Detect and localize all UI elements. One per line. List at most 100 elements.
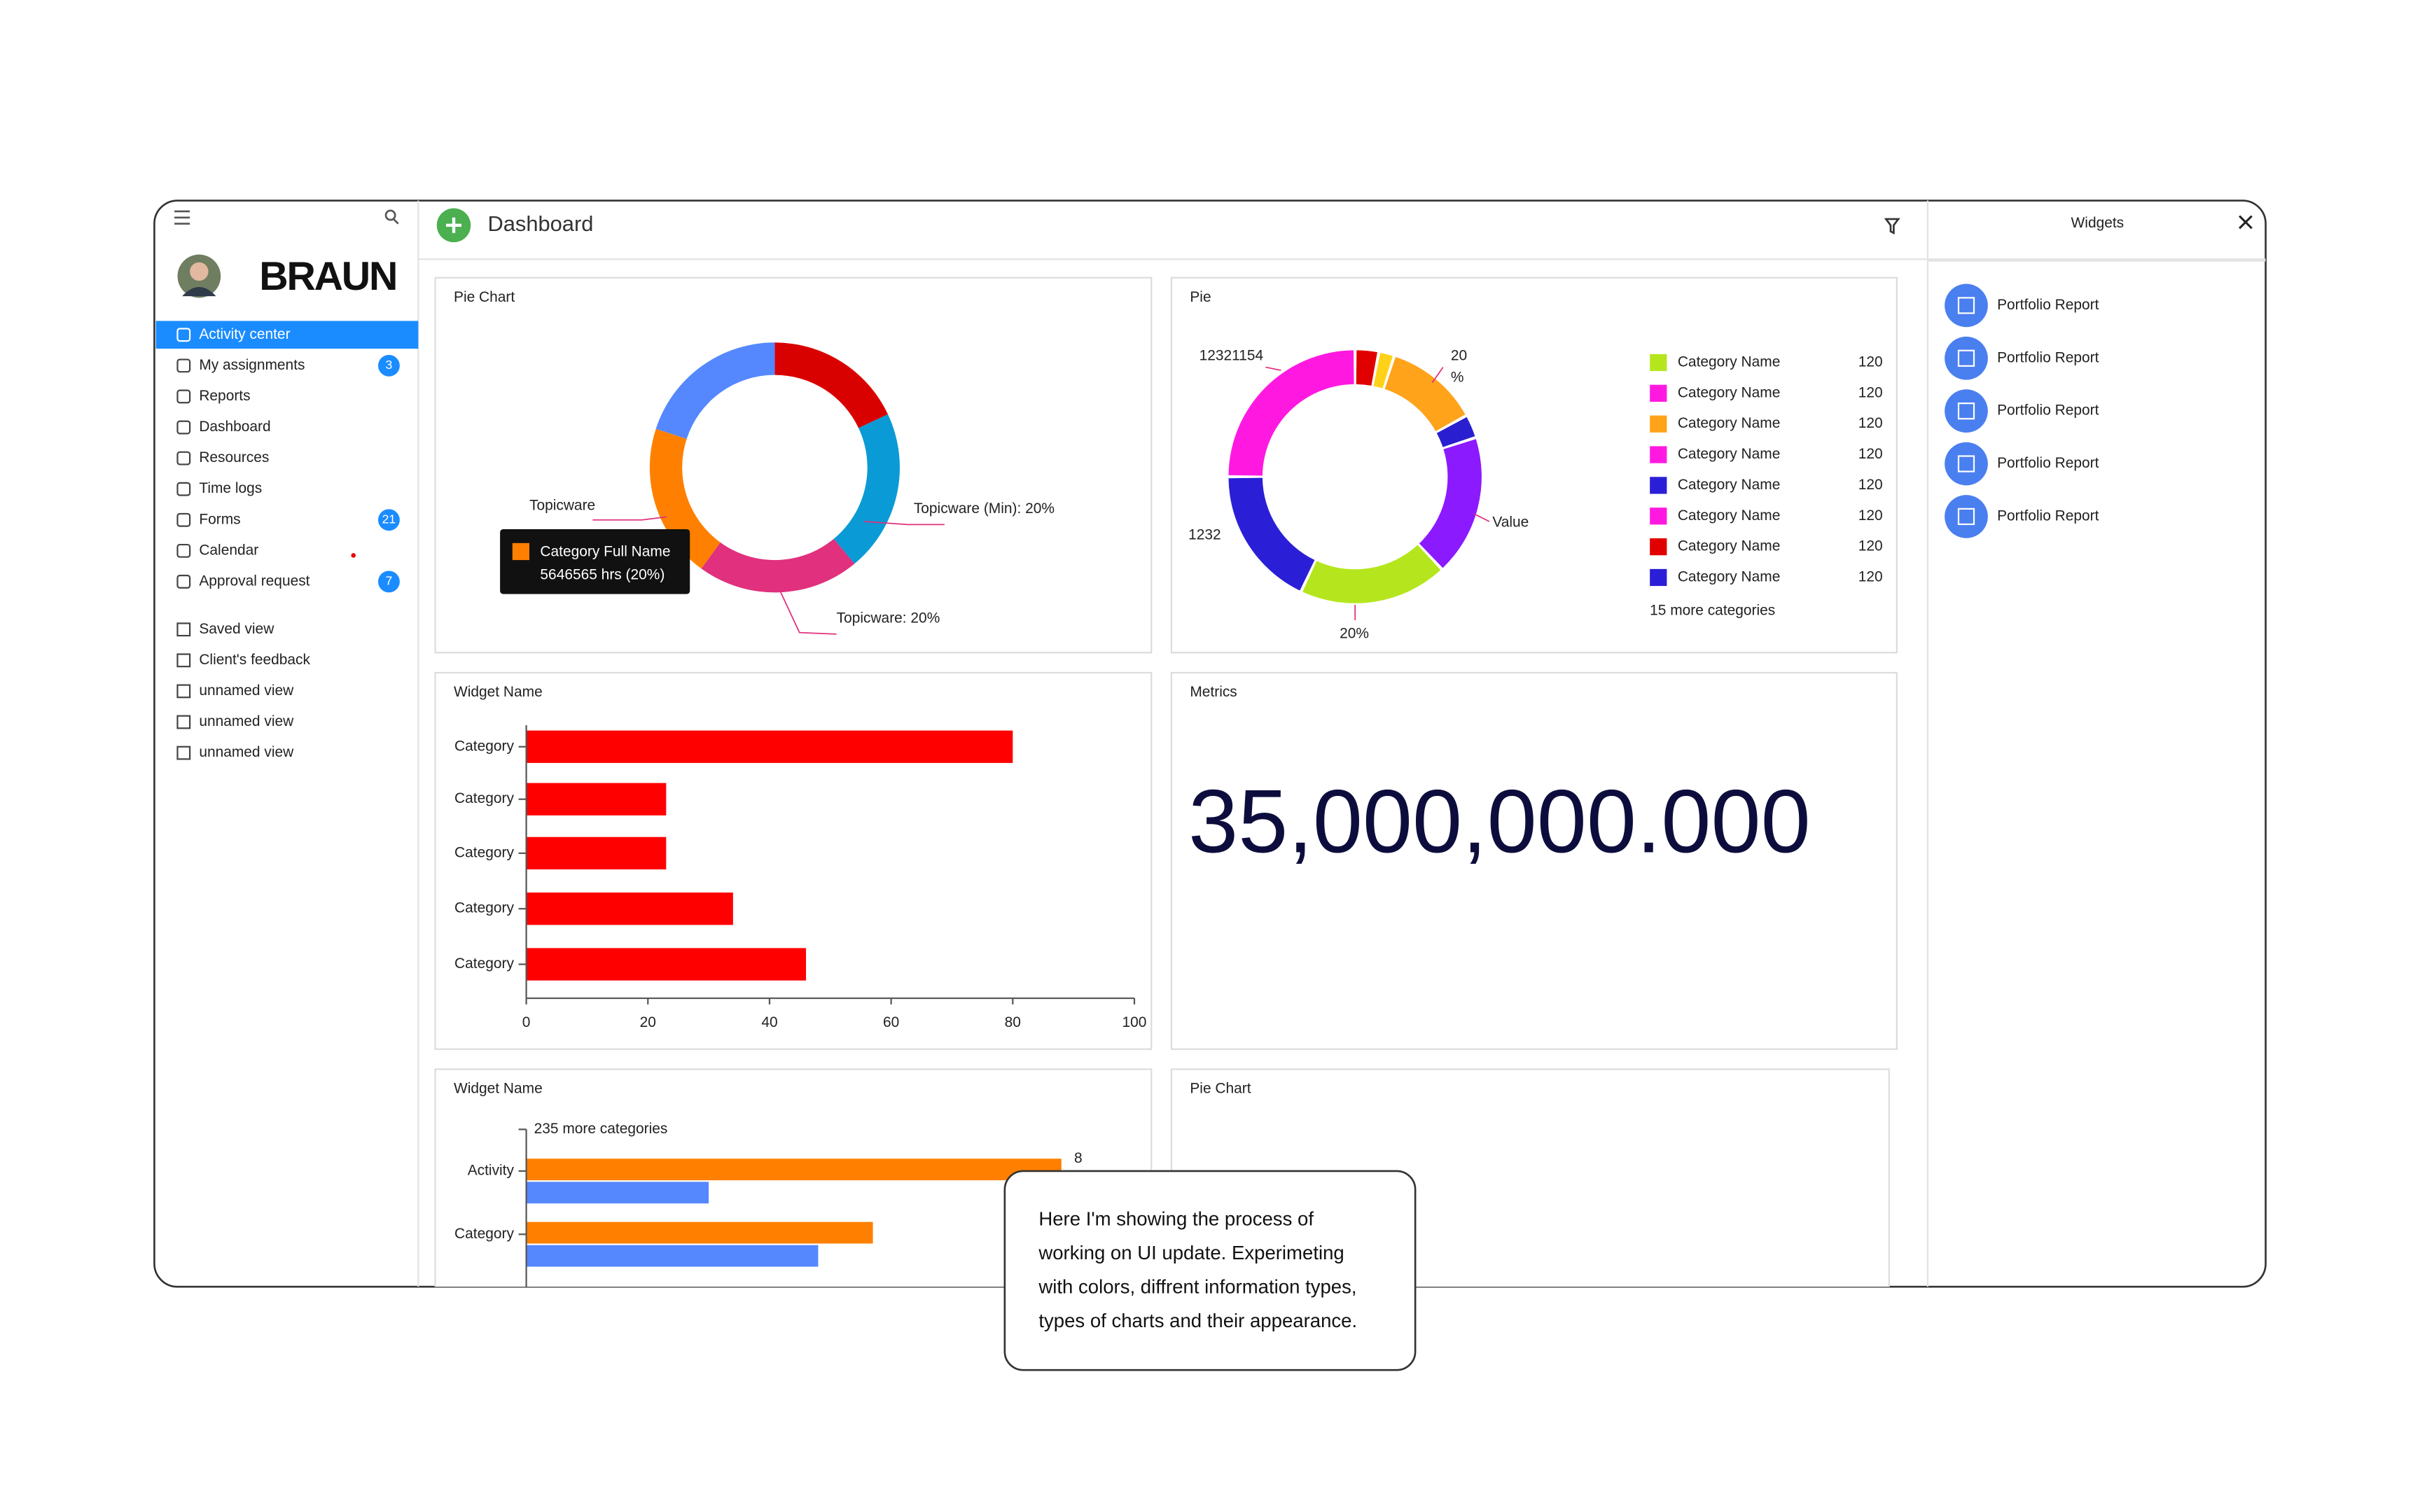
- metric-value: 35,000,000.000: [1188, 771, 1811, 872]
- y-tick-label: Category: [454, 790, 514, 806]
- badge-count: 21: [382, 512, 396, 526]
- tooltip: [500, 529, 690, 594]
- active-nav-bg: [155, 321, 419, 349]
- bar: [526, 892, 733, 925]
- view-icon: [176, 746, 191, 760]
- bar: [526, 948, 807, 981]
- nav-item: Dashboard: [199, 419, 270, 435]
- note-line: types of charts and their appearance.: [1038, 1310, 1357, 1331]
- note-line: with colors, diffrent information types,: [1038, 1276, 1356, 1298]
- legend-label: Category Name: [1678, 538, 1781, 554]
- pie-segment: [1302, 545, 1441, 603]
- widget-icon: [1945, 336, 1988, 380]
- legend-label: Category Name: [1678, 415, 1781, 431]
- legend-swatch: [1650, 568, 1667, 587]
- filter-icon[interactable]: [1884, 218, 1900, 234]
- badge: [378, 509, 400, 531]
- widget-item: Portfolio Report: [1997, 507, 2099, 524]
- nav-item: Reports: [199, 388, 250, 404]
- pie-segment: [1356, 350, 1377, 386]
- add-icon: [445, 217, 462, 233]
- note-line: Here I'm showing the process of: [1038, 1208, 1314, 1230]
- widget-card: [1170, 276, 1898, 654]
- legend-swatch: [1650, 507, 1667, 525]
- legend-label: Category Name: [1678, 569, 1781, 585]
- close-icon[interactable]: [2239, 215, 2253, 230]
- widget-icon: [1945, 442, 1988, 486]
- badge-count: 3: [386, 358, 393, 372]
- nav-item: Forms: [199, 511, 240, 527]
- legend-more: 15 more categories: [1650, 602, 1775, 618]
- nav-item: Calendar: [199, 542, 258, 558]
- widget-icon: [1945, 389, 1988, 433]
- nav-icon: [176, 451, 191, 465]
- page-title: Dashboard: [487, 211, 593, 236]
- legend-value: 120: [1858, 384, 1883, 400]
- pie-segment: [701, 538, 855, 593]
- legend-label: Category Name: [1678, 354, 1781, 370]
- pie-label: Topicware (Min): 20%: [914, 500, 1055, 517]
- pie-label: Topicware: 20%: [837, 610, 940, 626]
- notification-dot: [351, 553, 356, 558]
- pie-label: 1232: [1188, 526, 1221, 542]
- legend-label: Category Name: [1678, 446, 1781, 462]
- y-tick-label: Category: [454, 900, 514, 916]
- widget-item: Portfolio Report: [1997, 349, 2099, 365]
- legend-value: 120: [1858, 538, 1883, 554]
- legend-swatch: [1650, 446, 1667, 463]
- legend-swatch: [1650, 415, 1667, 433]
- data-label: 8: [1074, 1150, 1083, 1166]
- widget-icon: [1945, 284, 1988, 328]
- view-icon: [176, 715, 191, 729]
- widget-item: Portfolio Report: [1997, 297, 2099, 313]
- legend-value: 120: [1858, 354, 1883, 370]
- nav-icon: [176, 389, 191, 404]
- chart-annotation: 235 more categories: [534, 1121, 668, 1137]
- x-tick-label: 40: [761, 1014, 777, 1030]
- y-tick-label: Category: [454, 844, 514, 860]
- tooltip-swatch: [512, 542, 529, 561]
- pie-label: 12321154: [1199, 348, 1264, 364]
- widget-card: [1170, 671, 1898, 1050]
- view-icon: [176, 653, 191, 668]
- menu-icon[interactable]: [174, 210, 190, 225]
- saved-view: unnamed view: [199, 682, 294, 699]
- widget-icon-glyph: [1957, 297, 1975, 314]
- pie-label: 20%: [1340, 625, 1369, 641]
- saved-view: unnamed view: [199, 713, 294, 729]
- leader-line: [592, 516, 667, 521]
- legend-swatch: [1650, 538, 1667, 556]
- nav-item: Activity center: [199, 326, 290, 342]
- pie-segment: [1436, 416, 1475, 447]
- bar: [526, 1222, 873, 1244]
- widget-title: Widget Name: [454, 1081, 543, 1097]
- nav-item: Resources: [199, 449, 269, 465]
- bar: [526, 1158, 1062, 1181]
- leader-line: [1473, 513, 1490, 522]
- note: Here I'm showing the process of working o…: [1003, 1170, 1417, 1371]
- note-line: working on UI update. Experimeting: [1038, 1242, 1344, 1264]
- pie-label: Topicware: [529, 497, 595, 513]
- leader-line: [1265, 366, 1281, 371]
- pie-segment: [1228, 477, 1315, 591]
- tooltip-title: Category Full Name: [540, 544, 670, 560]
- nav-icon: [176, 358, 191, 373]
- badge: [378, 354, 400, 377]
- x-tick-label: 100: [1122, 1014, 1147, 1030]
- nav-icon: [176, 420, 191, 435]
- panel-title: Widgets: [2071, 215, 2125, 231]
- legend-swatch: [1650, 477, 1667, 494]
- search-icon[interactable]: [384, 209, 399, 225]
- legend-label: Category Name: [1678, 477, 1781, 493]
- bar: [526, 836, 667, 869]
- nav-icon: [176, 543, 191, 558]
- x-tick-label: 60: [883, 1014, 899, 1030]
- bar: [526, 730, 1013, 763]
- widget-card: [434, 276, 1153, 654]
- widget-icon-glyph: [1957, 402, 1975, 420]
- y-tick-label: Category: [454, 1226, 514, 1242]
- badge: [378, 570, 400, 593]
- badge-count: 7: [386, 574, 393, 588]
- widget-item: Portfolio Report: [1997, 455, 2099, 471]
